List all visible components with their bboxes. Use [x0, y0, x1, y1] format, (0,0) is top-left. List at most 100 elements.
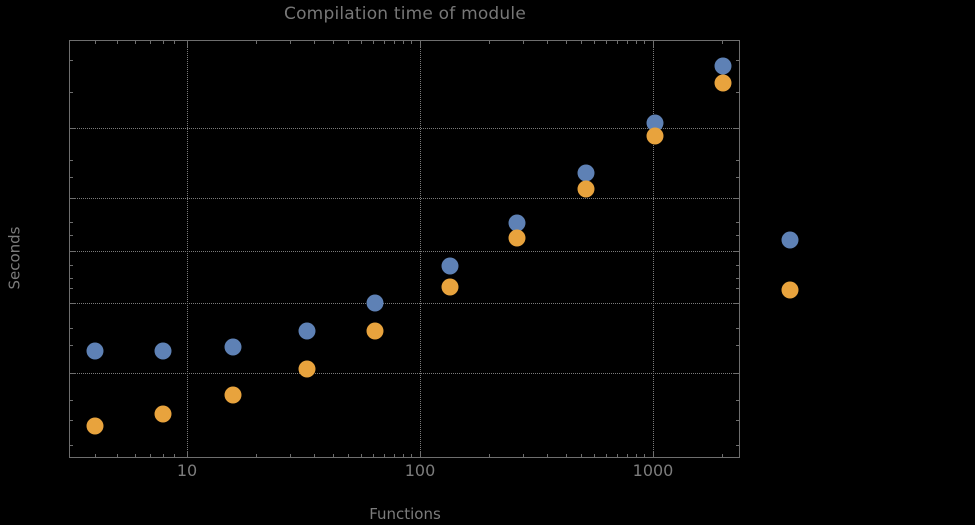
y-tick-right-minor-6: [736, 265, 740, 266]
x-tick-minor-10: [348, 454, 349, 458]
x-tick-top-minor-1: [117, 40, 118, 44]
y-tick-minor-7: [69, 278, 73, 279]
chart-title: Compilation time of module: [284, 4, 526, 24]
y-tick-minor-5: [69, 235, 73, 236]
x-tick-top-minor-15: [403, 40, 404, 44]
x-tick-top-minor-21: [581, 40, 582, 44]
y-tick-major-5: [69, 303, 76, 304]
series-blue-point: [154, 342, 172, 360]
y-tick-minor-10: [69, 345, 73, 346]
y-tick-right-major-10: [733, 251, 740, 252]
gridline-horizontal-10: [69, 251, 740, 252]
x-tick-top-minor-2: [135, 40, 136, 44]
x-tick-top-minor-14: [394, 40, 395, 44]
y-tick-right-minor-5: [736, 235, 740, 236]
x-tick-minor-11: [361, 454, 362, 458]
x-tick-top-minor-12: [373, 40, 374, 44]
y-tick-right-minor-0: [736, 60, 740, 61]
x-tick-top-minor-17: [489, 40, 490, 44]
y-tick-minor-4: [69, 222, 73, 223]
x-tick-top-minor-3: [150, 40, 151, 44]
y-tick-right-major-2: [733, 373, 740, 374]
x-tick-top-major-100: [420, 40, 421, 47]
x-tick-top-minor-8: [314, 40, 315, 44]
x-tick-top-minor-28: [722, 40, 723, 44]
y-tick-right-minor-13: [736, 445, 740, 446]
x-tick-top-minor-19: [547, 40, 548, 44]
series-orange-point: [508, 229, 526, 247]
series-blue-point: [86, 342, 104, 360]
x-tick-minor-4: [163, 454, 164, 458]
x-tick-minor-16: [411, 454, 412, 458]
x-tick-label-1000: 1000: [632, 461, 674, 480]
gridline-horizontal-20: [69, 198, 740, 199]
x-tick-top-minor-24: [617, 40, 618, 44]
y-tick-right-minor-9: [736, 328, 740, 329]
gridline-vertical-100: [420, 40, 421, 458]
y-tick-right-minor-8: [736, 288, 740, 289]
y-tick-right-major-5: [733, 303, 740, 304]
x-tick-top-minor-10: [348, 40, 349, 44]
y-tick-right-minor-11: [736, 400, 740, 401]
x-tick-minor-2: [135, 454, 136, 458]
x-tick-minor-13: [384, 454, 385, 458]
series-blue-point: [577, 164, 595, 182]
y-tick-major-10: [69, 251, 76, 252]
plot-area: [69, 40, 740, 458]
y-tick-minor-8: [69, 288, 73, 289]
gridline-horizontal-50: [69, 128, 740, 129]
y-tick-minor-11: [69, 400, 73, 401]
x-tick-top-minor-13: [384, 40, 385, 44]
x-tick-top-minor-27: [644, 40, 645, 44]
x-tick-label-100: 100: [404, 461, 436, 480]
x-tick-top-minor-18: [523, 40, 524, 44]
x-tick-minor-20: [566, 454, 567, 458]
x-tick-minor-7: [290, 454, 291, 458]
y-tick-minor-2: [69, 160, 73, 161]
y-tick-minor-1: [69, 92, 73, 93]
y-tick-minor-0: [69, 60, 73, 61]
x-tick-top-minor-16: [411, 40, 412, 44]
series-orange-point: [154, 405, 172, 423]
gridline-vertical-10: [187, 40, 188, 458]
x-tick-minor-27: [644, 454, 645, 458]
series-orange-point: [298, 360, 316, 378]
y-tick-major-20: [69, 198, 76, 199]
series-orange-point: [577, 180, 595, 198]
x-tick-label-10: 10: [176, 461, 198, 480]
series-blue-point: [714, 57, 732, 75]
series-blue-point: [646, 114, 664, 132]
x-tick-top-major-1000: [653, 40, 654, 47]
x-tick-minor-24: [617, 454, 618, 458]
y-tick-minor-9: [69, 328, 73, 329]
y-tick-minor-13: [69, 445, 73, 446]
y-tick-minor-3: [69, 177, 73, 178]
series-orange-point: [714, 74, 732, 92]
x-tick-top-minor-5: [174, 40, 175, 44]
y-tick-minor-12: [69, 420, 73, 421]
series-orange-point-outside: [781, 281, 799, 299]
x-tick-minor-26: [636, 454, 637, 458]
y-tick-minor-6: [69, 265, 73, 266]
x-tick-minor-12: [373, 454, 374, 458]
y-axis-label: Seconds: [5, 226, 24, 290]
series-orange-point: [646, 127, 664, 145]
x-tick-minor-5: [174, 454, 175, 458]
gridline-horizontal-5: [69, 303, 740, 304]
x-tick-minor-18: [523, 454, 524, 458]
x-tick-top-minor-26: [636, 40, 637, 44]
x-tick-minor-8: [314, 454, 315, 458]
x-tick-minor-21: [581, 454, 582, 458]
series-blue-point: [366, 294, 384, 312]
x-tick-top-minor-7: [290, 40, 291, 44]
x-tick-minor-23: [606, 454, 607, 458]
y-tick-right-minor-7: [736, 278, 740, 279]
gridline-horizontal-2: [69, 373, 740, 374]
y-tick-right-minor-10: [736, 345, 740, 346]
x-tick-top-minor-11: [361, 40, 362, 44]
x-axis-label: Functions: [369, 505, 441, 523]
x-tick-minor-15: [403, 454, 404, 458]
series-blue-point: [508, 214, 526, 232]
x-tick-minor-9: [333, 454, 334, 458]
